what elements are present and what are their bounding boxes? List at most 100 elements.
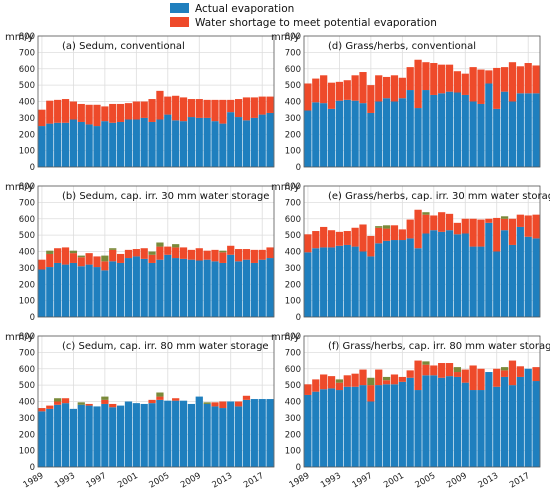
bar-shortage	[93, 256, 101, 268]
bar-extra	[375, 226, 383, 228]
bar-actual	[312, 248, 320, 317]
y-unit-label: mm/y	[271, 182, 300, 193]
y-tick-label: 300	[19, 414, 35, 424]
bar-shortage	[304, 384, 312, 395]
bar-extra	[69, 250, 78, 254]
bar-actual	[493, 108, 501, 167]
y-tick-label: 100	[19, 297, 35, 307]
bar-actual	[38, 126, 46, 167]
legend: Actual evaporation Water shortage to mee…	[170, 3, 437, 29]
y-tick-label: 700	[19, 198, 35, 208]
bar-actual	[375, 243, 383, 317]
bar-actual	[242, 259, 251, 317]
bar-actual	[304, 252, 312, 317]
bar-shortage	[304, 83, 312, 111]
bar-actual	[500, 230, 509, 317]
y-tick-label: 400	[285, 98, 301, 108]
y-tick-label: 700	[285, 348, 301, 358]
bar-actual	[258, 399, 266, 467]
bar-shortage	[320, 226, 328, 248]
bar-shortage	[38, 408, 46, 412]
bar-shortage	[227, 245, 235, 255]
y-tick-label: 600	[285, 215, 301, 225]
bar-actual	[359, 103, 367, 167]
bar-actual	[116, 121, 125, 167]
bar-shortage	[132, 249, 140, 257]
bar-shortage	[477, 219, 485, 247]
bar-shortage	[234, 401, 243, 407]
y-tick-label: 300	[285, 264, 301, 274]
y-tick-label: 0	[296, 163, 301, 173]
y-tick-label: 700	[285, 198, 301, 208]
bar-shortage	[203, 250, 211, 260]
bar-shortage	[532, 214, 540, 239]
bar-actual	[219, 262, 227, 317]
bar-actual	[38, 411, 46, 467]
plot-frame	[37, 185, 275, 318]
bar-actual	[46, 123, 54, 167]
x-tick-label: 1997	[351, 471, 375, 490]
bar-actual	[398, 98, 406, 167]
bar-actual	[164, 114, 172, 167]
bar-actual	[124, 258, 133, 317]
bar-actual	[367, 112, 375, 167]
bar-actual	[398, 381, 406, 467]
legend-label-actual: Actual evaporation	[195, 3, 294, 15]
bar-actual	[172, 400, 180, 467]
y-tick-label: 400	[19, 248, 35, 258]
bar-actual	[101, 403, 109, 467]
bar-shortage	[172, 398, 180, 401]
bar-extra	[101, 255, 109, 262]
bar-shortage	[61, 398, 70, 404]
bar-shortage	[375, 75, 383, 102]
bar-shortage	[382, 76, 391, 99]
bar-shortage	[406, 219, 414, 239]
bar-shortage	[343, 80, 351, 100]
bar-shortage	[77, 103, 85, 122]
bar-shortage	[461, 369, 469, 383]
bar-shortage	[422, 62, 430, 91]
bar-actual	[445, 230, 454, 317]
bar-shortage	[351, 75, 359, 101]
bar-actual	[219, 408, 227, 467]
bar-shortage	[85, 403, 93, 406]
bar-actual	[77, 121, 85, 167]
bar-shortage	[359, 224, 367, 252]
y-tick-label: 500	[285, 81, 301, 91]
bar-shortage	[156, 246, 164, 260]
bar-shortage	[54, 401, 62, 405]
bar-shortage	[258, 249, 266, 260]
bar-shortage	[109, 403, 117, 408]
bar-actual	[46, 267, 54, 317]
bar-shortage	[327, 82, 336, 109]
bar-actual	[164, 400, 172, 467]
bar-shortage	[438, 212, 446, 232]
bar-actual	[61, 264, 70, 317]
bar-actual	[203, 403, 211, 467]
bar-actual	[335, 390, 344, 467]
bar-shortage	[312, 231, 320, 249]
bar-actual	[203, 259, 211, 317]
bar-shortage	[367, 85, 375, 113]
bar-shortage	[266, 96, 274, 113]
plot-frame	[37, 335, 275, 468]
y-tick-label: 800	[285, 32, 301, 42]
bar-actual	[382, 240, 391, 317]
bar-actual	[382, 98, 391, 167]
bar-shortage	[414, 209, 422, 249]
bar-shortage	[493, 67, 501, 109]
x-tick-label: 1993	[53, 471, 77, 490]
bar-extra	[500, 216, 509, 219]
y-tick-label: 300	[19, 264, 35, 274]
bar-actual	[524, 368, 532, 467]
y-tick-label: 100	[285, 447, 301, 457]
bar-shortage	[469, 218, 477, 247]
bar-actual	[508, 385, 517, 467]
bar-actual	[69, 408, 78, 467]
bar-actual	[61, 403, 70, 467]
y-tick-label: 300	[19, 114, 35, 124]
bar-shortage	[69, 101, 78, 120]
x-tick-label: 2005	[148, 471, 172, 490]
bar-actual	[532, 238, 540, 317]
